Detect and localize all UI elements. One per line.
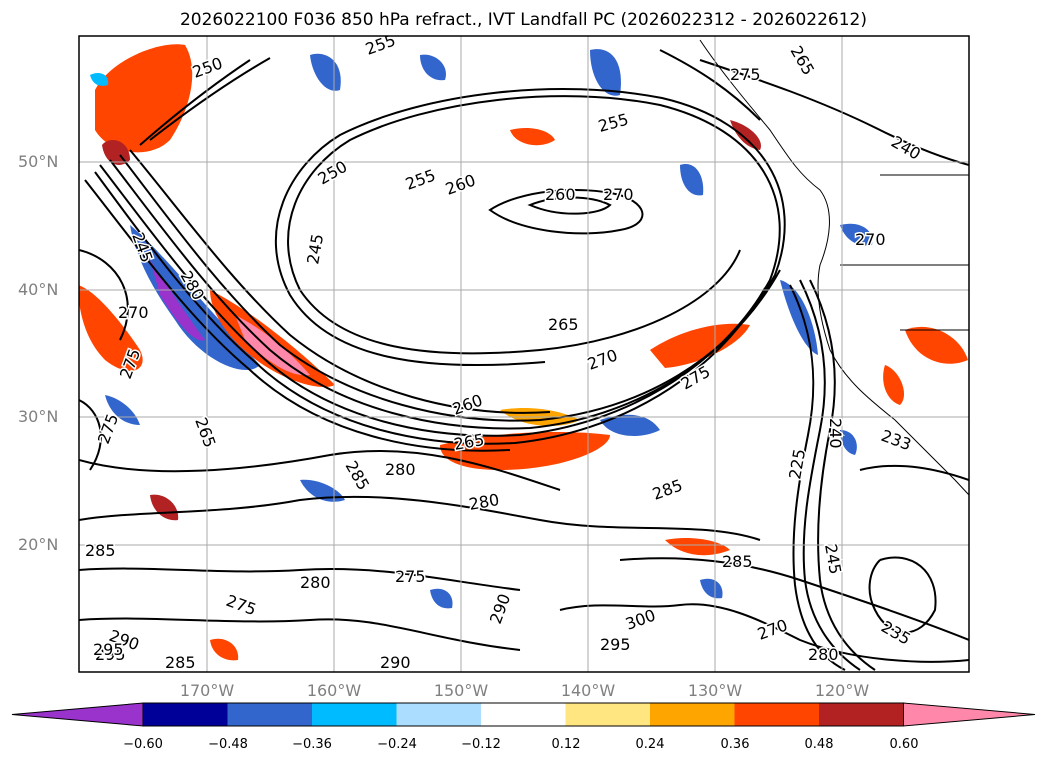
plot-frame [78, 35, 970, 673]
lat-label-50n: 50°N [18, 152, 59, 171]
colorbar-tick-label: −0.48 [208, 737, 248, 752]
lon-label-160w: 160°W [306, 681, 362, 700]
contour-label: 233 [879, 426, 914, 454]
lon-label-140w: 140°W [560, 681, 616, 700]
contour-label: 260 [545, 185, 576, 204]
contour-label: 280 [385, 460, 416, 479]
contour-label: 255 [403, 165, 438, 193]
lon-label-120w: 120°W [814, 681, 870, 700]
contour-label: 275 [94, 411, 122, 446]
map-title: 2026022100 F036 850 hPa refract., IVT La… [179, 10, 867, 30]
contour-label: 290 [380, 653, 411, 672]
contour-label: 245 [821, 542, 845, 575]
colorbar-bin [650, 703, 735, 726]
lon-label-170w: 170°W [179, 681, 235, 700]
lon-label-130w: 130°W [687, 681, 743, 700]
contour-label: 285 [342, 458, 374, 494]
colorbar-tick-label: −0.36 [292, 737, 332, 752]
contour-label: 225 [785, 447, 809, 480]
colorbar-bin [734, 703, 820, 726]
contour-label: 295 [600, 635, 631, 654]
contour-label: 260 [450, 390, 485, 418]
contour-label: 250 [190, 53, 225, 81]
contour-label: 275 [395, 567, 426, 586]
contour-label: 280 [808, 645, 839, 664]
contour-label: 285 [85, 541, 116, 560]
colorbar-bin [565, 703, 651, 726]
contour-label: 275 [678, 362, 714, 394]
contour-label: 275 [224, 591, 259, 619]
colorbar-tick-label: −0.24 [377, 737, 417, 752]
contour-label: 300 [623, 605, 658, 633]
contour-label: 285 [722, 552, 753, 571]
contour-label: 275 [730, 65, 761, 84]
contour-label: 285 [650, 475, 685, 503]
colorbar-tick-label: 0.36 [720, 737, 750, 752]
lon-label-150w: 150°W [433, 681, 489, 700]
colorbar-extend-low [11, 702, 144, 727]
contour-label: 240 [826, 418, 845, 449]
colorbar [11, 702, 1036, 727]
contour-label: 290 [486, 591, 514, 626]
contour-label: 295 [93, 640, 124, 659]
contour-label: 245 [128, 230, 156, 265]
contour-label: 270 [585, 345, 620, 373]
contour-label: 250 [315, 157, 351, 189]
contour-label: 255 [363, 30, 398, 58]
contour-layer [79, 49, 969, 671]
colorbar-tick-label: 0.24 [635, 737, 665, 752]
graticule-layer [79, 36, 969, 672]
colorbar-tick-label: 0.12 [551, 737, 581, 752]
contour-label: 270 [603, 185, 634, 204]
contour-label: 255 [596, 110, 630, 136]
colorbar-bin [481, 703, 566, 726]
contour-label: 245 [303, 232, 327, 265]
colorbar-tick-label: 0.48 [804, 737, 834, 752]
contour-label: 265 [548, 315, 579, 334]
colorbar-bin [396, 703, 482, 726]
colorbar-tick-label: −0.60 [123, 737, 163, 752]
colorbar-bin [819, 703, 904, 726]
coastline-layer [699, 39, 969, 496]
colorbar-tick-label: −0.12 [461, 737, 501, 752]
lat-label-20n: 20°N [18, 535, 59, 554]
contour-label: 270 [855, 230, 886, 249]
contour-label: 270 [118, 303, 149, 322]
contour-label: 280 [467, 490, 500, 514]
contour-label: 260 [443, 170, 478, 198]
contour-label: 285 [165, 653, 196, 672]
contour-label: 265 [787, 43, 819, 79]
lat-label-30n: 30°N [18, 407, 59, 426]
contour-label: 295 [95, 645, 126, 664]
contour-label: 270 [755, 615, 790, 643]
colorbar-bin [143, 703, 228, 726]
colorbar-bin [312, 703, 397, 726]
contour-label: 280 [300, 573, 331, 592]
lat-label-40n: 40°N [18, 280, 59, 299]
colorbar-bin [227, 703, 313, 726]
contour-label: 265 [191, 415, 219, 450]
colorbar-frame [142, 702, 904, 727]
colorbar-tick-label: 0.60 [889, 737, 919, 752]
colorbar-extend-high [903, 702, 1036, 727]
